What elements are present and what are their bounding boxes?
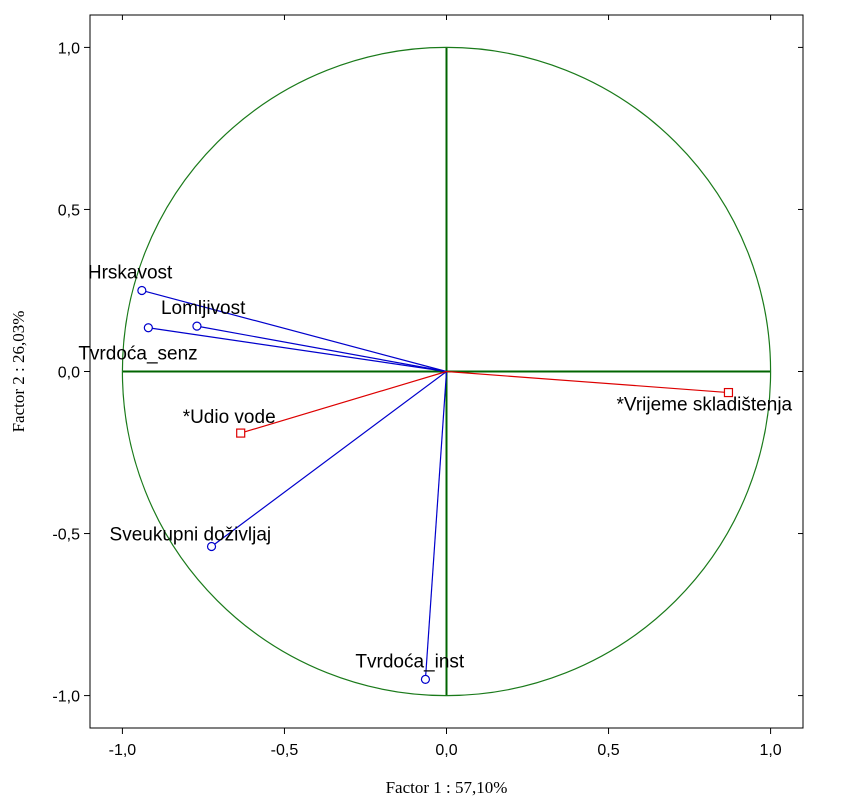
loading-vector: [196, 325, 447, 373]
y-tick-label: -1,0: [52, 689, 80, 706]
point-markers: [137, 285, 734, 684]
loading-vector: [424, 371, 448, 680]
point-marker-circle: [206, 541, 217, 552]
x-tick-label: -0,5: [271, 742, 299, 759]
loading-vectors: [141, 289, 729, 680]
unit-circle-group: [121, 46, 772, 697]
y-tick-label: -0,5: [52, 527, 80, 544]
point-label: Tvrdoća_inst: [355, 651, 464, 672]
point-marker-square: [723, 387, 734, 398]
loading-vector: [211, 371, 447, 547]
y-tick-label: 0,5: [58, 202, 80, 219]
point-label: *Udio vode: [183, 407, 276, 428]
point-label: Hrskavost: [88, 262, 173, 283]
point-marker-circle: [192, 321, 202, 331]
x-tick-label: 0,5: [597, 742, 619, 759]
tick-marks: -1,0 -0,5 0,0 0,5 1,0 1,0 0,5 0,0 -0,5 -1,0: [52, 15, 803, 759]
point-marker-square: [236, 428, 246, 438]
loading-vector: [141, 289, 447, 373]
x-axis-title: Factor 1 : 57,10%: [386, 778, 508, 797]
loading-vector: [240, 370, 447, 434]
loading-vector: [446, 370, 729, 394]
point-label: Lomljivost: [161, 298, 246, 319]
point-marker-circle: [143, 323, 153, 333]
loading-vector: [148, 327, 447, 373]
y-tick-label: 0,0: [58, 365, 80, 382]
x-tick-label: 1,0: [759, 742, 781, 759]
point-label: *Vrijeme skladištenja: [616, 395, 792, 416]
point-label: Tvrdoća_senz: [78, 344, 197, 365]
x-tick-label: 0,0: [435, 742, 457, 759]
y-axis-title: Factor 2 : 26,03%: [9, 311, 28, 433]
point-label: Sveukupni doživljaj: [110, 525, 272, 546]
point-labels: Hrskavost Lomljivost Tvrdoća_senz Sveukupni…: [78, 262, 792, 672]
point-marker-circle: [137, 285, 147, 296]
point-marker-circle: [420, 674, 431, 684]
x-tick-label: -1,0: [109, 742, 137, 759]
unit-circle: [121, 46, 772, 697]
y-tick-label: 1,0: [58, 40, 80, 57]
